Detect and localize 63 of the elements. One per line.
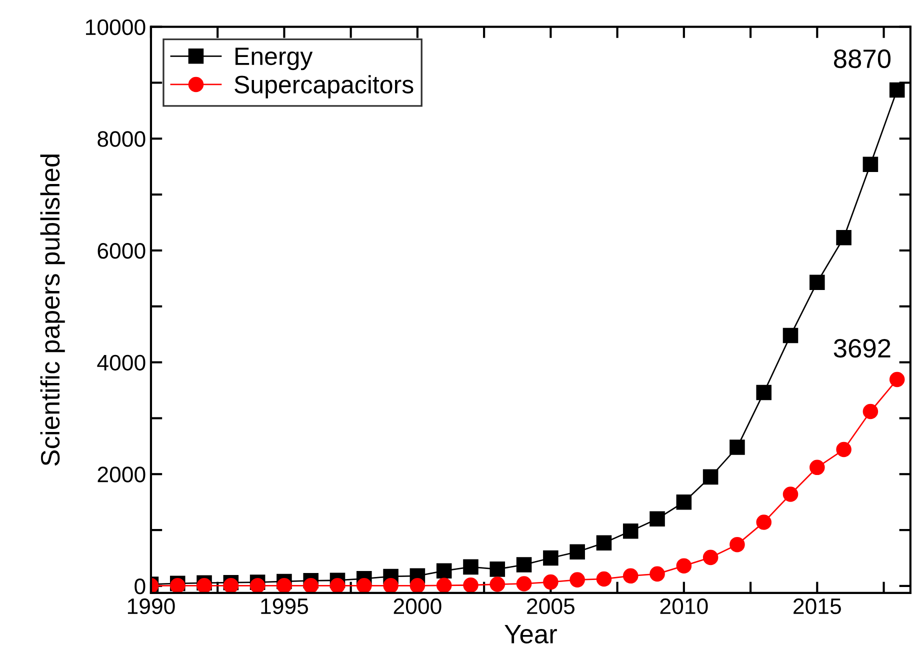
point: [810, 460, 825, 476]
x-axis-title: Year: [504, 625, 557, 644]
point: [356, 578, 372, 593]
point: [622, 524, 638, 539]
y-tick-label: 0: [134, 578, 146, 594]
point: [622, 568, 638, 584]
point: [383, 578, 398, 593]
point: [730, 536, 745, 552]
point: [650, 566, 665, 582]
y-tick-label: 8000: [98, 131, 146, 147]
point: [862, 156, 878, 172]
y-tick-label: 4000: [97, 354, 146, 371]
point: [650, 511, 665, 526]
x-tick-label: 1995: [261, 598, 308, 614]
annotation: 8870: [834, 49, 891, 68]
point: [782, 328, 798, 344]
x-tick-label: 2010: [660, 598, 708, 614]
point: [756, 514, 772, 530]
y-tick-label: 2000: [98, 466, 146, 482]
point: [330, 578, 346, 593]
point: [223, 578, 239, 593]
point: [436, 578, 452, 593]
point: [676, 494, 692, 510]
point: [543, 574, 558, 590]
point: [676, 558, 692, 574]
point: [516, 557, 532, 572]
point: [596, 571, 612, 587]
point: [702, 469, 718, 485]
y-axis-title: Scientific papers published: [40, 154, 65, 466]
point: [463, 559, 478, 575]
point: [836, 230, 852, 246]
point: [196, 578, 212, 593]
point: [276, 578, 292, 593]
point: [490, 562, 506, 577]
point: [410, 578, 426, 593]
point: [756, 384, 772, 400]
y-tick-label: 6000: [98, 243, 146, 259]
y-tick-label: 10000: [86, 19, 146, 36]
annotation: 3692: [834, 338, 890, 358]
legend-label: Energy: [236, 48, 313, 70]
point: [836, 442, 852, 458]
x-tick-label: 1990: [128, 598, 175, 614]
point: [889, 372, 905, 388]
point: [463, 577, 478, 593]
point: [596, 535, 612, 551]
point: [543, 550, 558, 566]
x-tick-label: 2005: [527, 598, 574, 614]
point: [250, 578, 266, 593]
point: [782, 486, 798, 502]
point: [889, 82, 905, 98]
x-tick-label: 2015: [794, 598, 841, 614]
point: [303, 578, 318, 593]
legend-label: Supercapacitors: [234, 75, 414, 98]
point: [730, 440, 745, 455]
point: [702, 550, 718, 566]
point: [570, 544, 585, 560]
point: [490, 576, 506, 592]
point: [862, 404, 878, 420]
point: [810, 274, 825, 290]
x-tick-label: 2000: [394, 598, 442, 614]
point: [570, 572, 585, 588]
point: [516, 576, 532, 592]
point: [436, 563, 452, 578]
